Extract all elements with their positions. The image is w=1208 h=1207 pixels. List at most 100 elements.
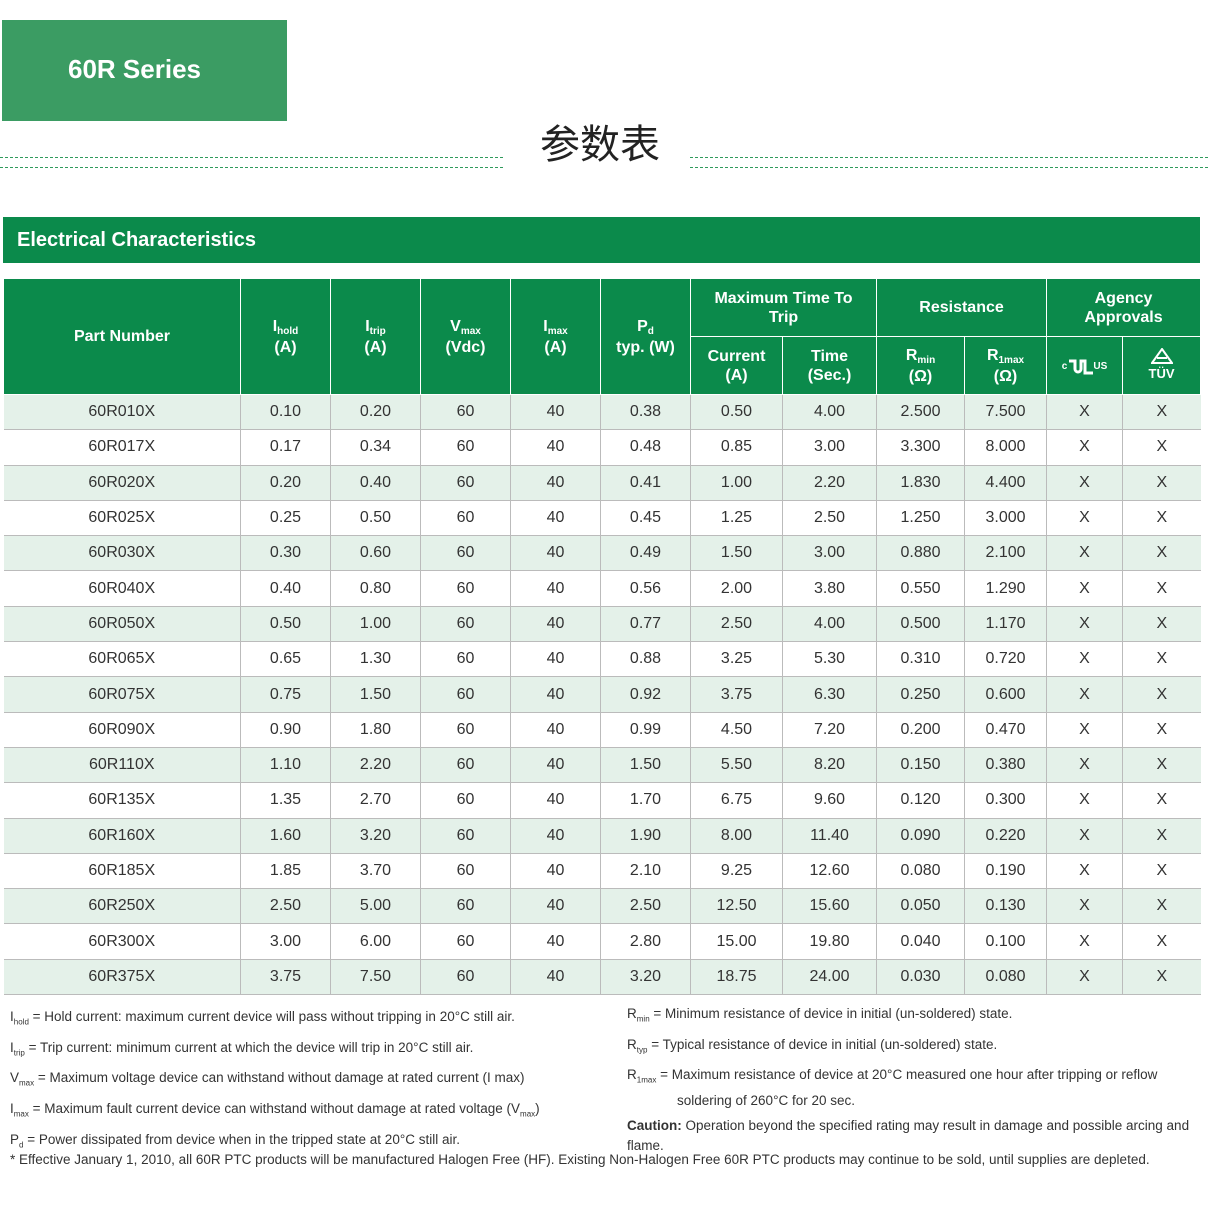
table-cell: 2.50 <box>690 606 783 643</box>
note-symbol: I <box>10 1039 14 1055</box>
logo-text: TÜV <box>1148 366 1175 381</box>
table-cell: 5.50 <box>690 747 783 784</box>
table-cell: 3.20 <box>330 818 421 854</box>
table-cell: 1.90 <box>600 818 691 854</box>
table-cell: 4.00 <box>781 606 877 643</box>
table-cell: 0.20 <box>330 394 421 431</box>
table-cell: 60 <box>420 500 511 537</box>
divider <box>690 157 1208 168</box>
table-cell: X <box>1122 535 1201 572</box>
table-cell: 0.77 <box>600 606 691 643</box>
note-subscript: max <box>13 1109 29 1119</box>
header-cell: R1max (Ω) <box>964 336 1048 395</box>
table-cell: 60R135X <box>3 782 241 819</box>
table-cell: 1.50 <box>330 676 421 713</box>
header-cell: c US <box>1046 336 1124 395</box>
table-cell: 0.50 <box>240 606 331 643</box>
table-cell: 40 <box>510 606 601 643</box>
table-cell: 0.040 <box>876 923 965 960</box>
note-text: = Maximum fault current device can withs… <box>32 1101 521 1117</box>
table-row: 60R135X 1.35 2.70 60 40 1.70 6.75 9.60 0.120 0.30… <box>3 782 1201 819</box>
table-cell: X <box>1122 782 1201 819</box>
table-cell: 3.75 <box>690 676 783 713</box>
table-cell: 8.20 <box>781 747 877 784</box>
note-symbol: I <box>10 1101 14 1117</box>
table-cell: 0.190 <box>964 853 1047 890</box>
note-subscript: 1max <box>636 1076 657 1086</box>
subscript: trip <box>369 325 386 337</box>
table-cell: 60R010X <box>3 394 241 431</box>
table-cell: 9.25 <box>690 853 783 890</box>
table-cell: 0.50 <box>690 394 783 431</box>
symbol: V <box>450 317 461 335</box>
table-cell: 60 <box>420 712 511 748</box>
note-symbol: R <box>627 1067 637 1083</box>
table-row: 60R010X 0.10 0.20 60 40 0.38 0.50 4.00 2.500 7.50… <box>3 394 1201 431</box>
header-unit: (Ω) <box>993 367 1018 385</box>
table-cell: X <box>1122 500 1201 537</box>
table-cell: 40 <box>510 465 601 501</box>
table-cell: 40 <box>510 818 601 854</box>
table-cell: 60R017X <box>3 429 241 466</box>
notes-right: Rmin = Minimum resistance of device in i… <box>627 1004 1197 1156</box>
header-cell: Resistance <box>876 278 1048 337</box>
table-row: 60R017X 0.17 0.34 60 40 0.48 0.85 3.00 3.300 8.00… <box>3 429 1201 466</box>
table-cell: 40 <box>510 535 601 572</box>
table-cell: 0.550 <box>876 570 965 607</box>
table-cell: 3.70 <box>330 853 421 890</box>
table-cell: 0.49 <box>600 535 691 572</box>
table-cell: 60 <box>420 747 511 784</box>
table-cell: X <box>1046 676 1123 713</box>
note-subscript: d <box>19 1140 24 1150</box>
table-cell: 12.60 <box>781 853 877 890</box>
table-cell: 0.60 <box>330 535 421 572</box>
table-cell: 40 <box>510 429 601 466</box>
table-cell: X <box>1122 923 1201 960</box>
note-subscript: trip <box>13 1048 25 1058</box>
note-text: = Minimum resistance of device in initia… <box>653 1006 1013 1021</box>
table-row: 60R075X 0.75 1.50 60 40 0.92 3.75 6.30 0.250 0.60… <box>3 676 1201 713</box>
header-cell: Rmin (Ω) <box>876 336 966 395</box>
table-cell: 0.220 <box>964 818 1047 854</box>
header-symbol: Imax <box>511 317 600 338</box>
table-cell: 0.85 <box>690 429 783 466</box>
table-cell: 60R075X <box>3 676 241 713</box>
table-row: 60R025X 0.25 0.50 60 40 0.45 1.25 2.50 1.250 3.00… <box>3 500 1201 537</box>
header-symbol: Itrip <box>331 317 420 338</box>
table-cell: 0.090 <box>876 818 965 854</box>
table-cell: 60 <box>420 570 511 607</box>
table-row: 60R040X 0.40 0.80 60 40 0.56 2.00 3.80 0.550 1.29… <box>3 570 1201 607</box>
table-cell: 0.080 <box>876 853 965 890</box>
table-cell: 8.00 <box>690 818 783 854</box>
table-cell: 40 <box>510 570 601 607</box>
table-cell: 40 <box>510 853 601 890</box>
note-text: = Trip current: minimum current at which… <box>28 1039 474 1055</box>
table-cell: 0.25 <box>240 500 331 537</box>
table-cell: 4.00 <box>781 394 877 431</box>
caution-text: Operation beyond the specified rating ma… <box>627 1118 1190 1154</box>
table-cell: 60 <box>420 782 511 819</box>
table-cell: 15.00 <box>690 923 783 960</box>
table-cell: X <box>1122 394 1201 431</box>
table-cell: 24.00 <box>781 959 877 996</box>
note: Imax = Maximum fault current device can … <box>10 1096 610 1127</box>
table-cell: 40 <box>510 712 601 748</box>
header-cell: Itrip (A) <box>330 278 421 395</box>
table-cell: 7.20 <box>781 712 877 748</box>
table-cell: X <box>1046 535 1123 572</box>
table-cell: 2.100 <box>964 535 1047 572</box>
table-cell: 40 <box>510 676 601 713</box>
table-cell: 60R050X <box>3 606 241 643</box>
table-cell: 19.80 <box>781 923 877 960</box>
table-cell: 1.30 <box>330 641 421 678</box>
note-symbol: R <box>627 1036 637 1052</box>
table-cell: 0.38 <box>600 394 691 431</box>
table-cell: 2.50 <box>240 888 331 925</box>
table-cell: 0.300 <box>964 782 1047 819</box>
table-cell: X <box>1122 712 1201 748</box>
table-cell: X <box>1046 641 1123 678</box>
table-cell: X <box>1046 606 1123 643</box>
table-cell: X <box>1122 747 1201 784</box>
note: Itrip = Trip current: minimum current at… <box>10 1035 610 1066</box>
header-unit: (Vdc) <box>445 338 486 356</box>
